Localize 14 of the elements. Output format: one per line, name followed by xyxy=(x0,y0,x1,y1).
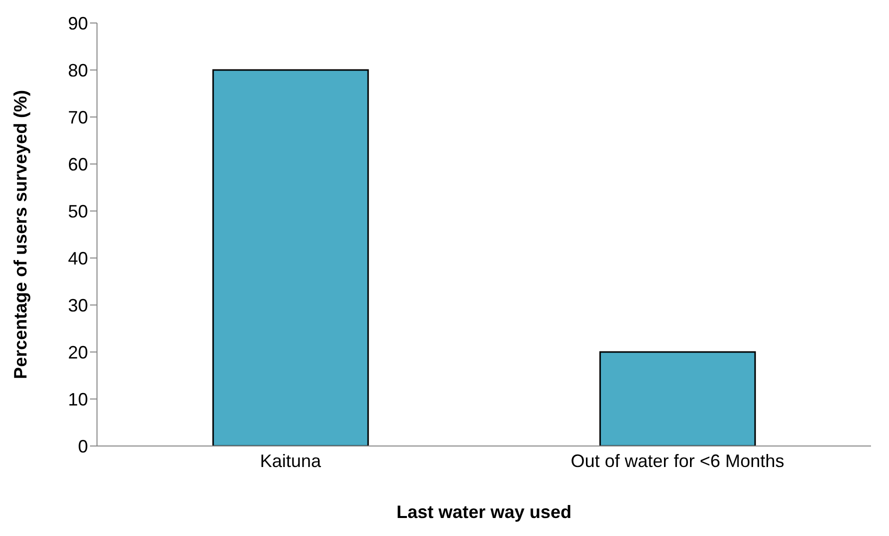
x-tick-label: Kaituna xyxy=(260,450,322,471)
y-tick-label: 50 xyxy=(68,201,88,222)
y-tick-label: 30 xyxy=(68,295,88,316)
y-axis-title: Percentage of users surveyed (%) xyxy=(10,90,30,380)
y-tick-label: 0 xyxy=(78,436,88,456)
y-tick-label: 90 xyxy=(68,13,88,34)
x-tick-label: Out of water for <6 Months xyxy=(570,450,784,471)
y-tick-label: 60 xyxy=(68,154,88,174)
x-axis-title: Last water way used xyxy=(396,502,572,522)
y-tick-label: 40 xyxy=(68,248,88,268)
y-tick-label: 70 xyxy=(68,107,88,128)
y-tick-label: 80 xyxy=(68,60,88,80)
y-tick-label: 10 xyxy=(68,389,88,410)
y-tick-label: 20 xyxy=(68,342,88,362)
